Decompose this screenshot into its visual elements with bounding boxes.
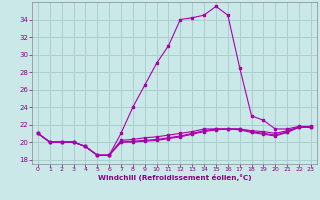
X-axis label: Windchill (Refroidissement éolien,°C): Windchill (Refroidissement éolien,°C) (98, 174, 251, 181)
